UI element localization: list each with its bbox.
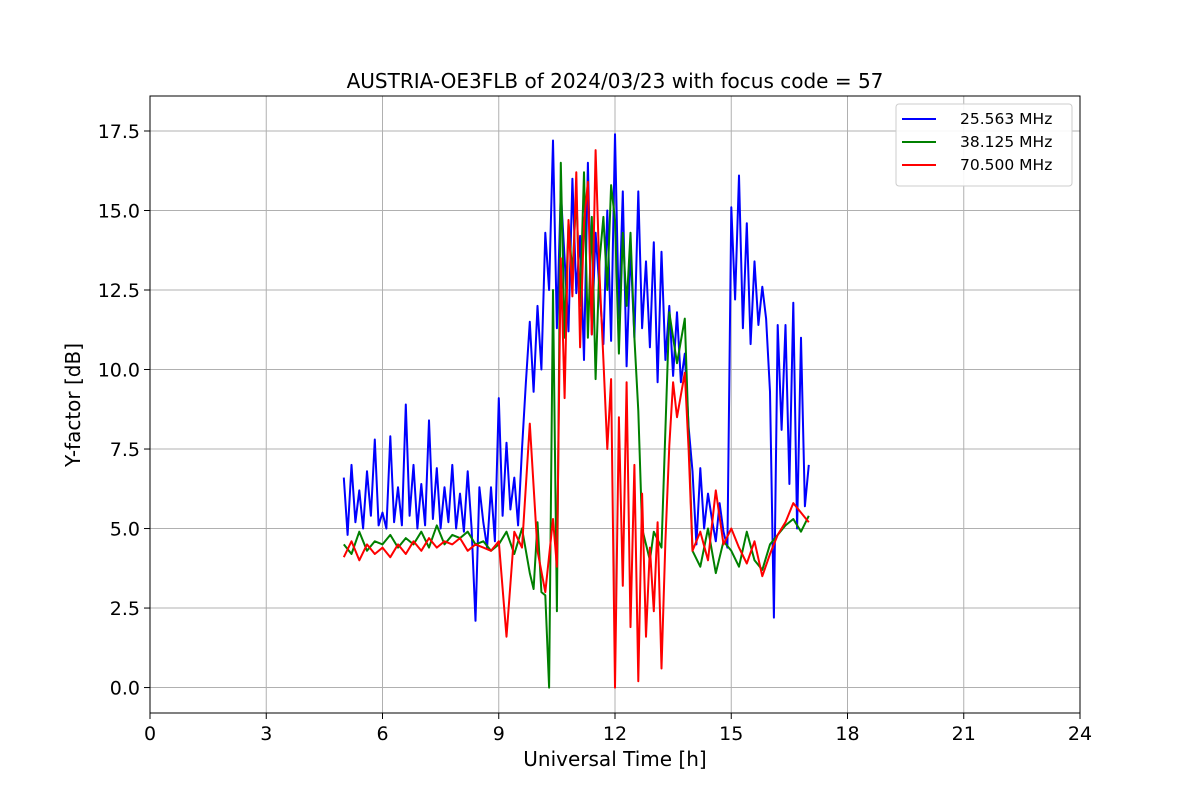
chart-title: AUSTRIA-OE3FLB of 2024/03/23 with focus … [347, 69, 884, 93]
x-axis-label: Universal Time [h] [523, 747, 706, 771]
x-tick-label: 12 [603, 723, 627, 745]
x-tick-label: 9 [493, 723, 505, 745]
y-tick-label: 5.0 [110, 519, 140, 541]
x-tick-label: 24 [1068, 723, 1092, 745]
legend-label-2: 38.125 MHz [960, 133, 1052, 151]
legend: 25.563 MHz 38.125 MHz 70.500 MHz [895, 103, 1073, 187]
y-tick-label: 2.5 [110, 598, 140, 620]
legend-label-1: 25.563 MHz [960, 110, 1052, 128]
y-tick-label: 10.0 [98, 360, 140, 382]
x-axis-ticks: 0 3 6 9 12 15 18 21 24 [144, 713, 1092, 745]
legend-label-3: 70.500 MHz [960, 156, 1052, 174]
y-axis-ticks: 0.0 2.5 5.0 7.5 10.0 12.5 15.0 17.5 [98, 121, 150, 700]
x-tick-label: 0 [144, 723, 156, 745]
series-line-1 [342, 133, 810, 622]
y-tick-label: 0.0 [110, 678, 140, 700]
y-tick-label: 12.5 [98, 280, 140, 302]
series-layer [342, 133, 810, 689]
y-tick-label: 7.5 [110, 439, 140, 461]
x-tick-label: 3 [260, 723, 272, 745]
x-tick-label: 18 [835, 723, 859, 745]
x-tick-label: 15 [719, 723, 743, 745]
y-tick-label: 17.5 [98, 121, 140, 143]
x-tick-label: 21 [952, 723, 976, 745]
y-tick-label: 15.0 [98, 200, 140, 222]
legend-box [895, 103, 1073, 187]
x-tick-label: 6 [376, 723, 388, 745]
series-line-3 [342, 149, 810, 689]
y-axis-label: Y-factor [dB] [61, 343, 85, 468]
